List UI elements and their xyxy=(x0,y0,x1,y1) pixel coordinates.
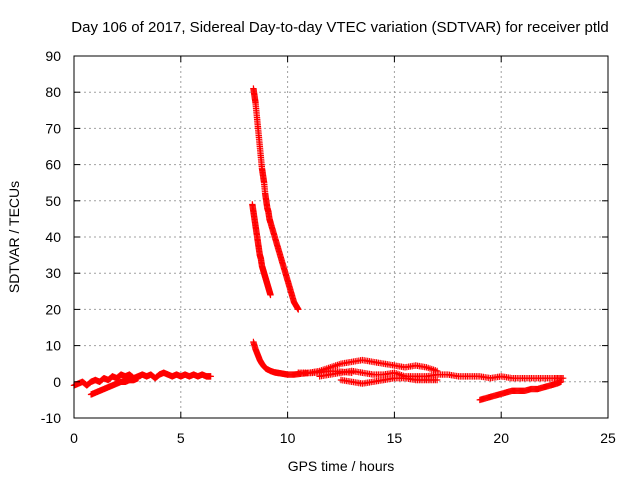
x-tick-label: 20 xyxy=(493,430,509,446)
y-tick-label: -10 xyxy=(41,410,61,426)
y-tick-label: 50 xyxy=(45,193,61,209)
y-tick-label: 20 xyxy=(45,301,61,317)
series-1 xyxy=(249,201,274,299)
x-tick-label: 0 xyxy=(70,430,78,446)
y-tick-label: 30 xyxy=(45,265,61,281)
series-0 xyxy=(250,85,302,313)
series-5 xyxy=(295,356,441,376)
series-4 xyxy=(87,374,142,398)
data-point xyxy=(267,291,274,299)
x-tick-label: 10 xyxy=(280,430,296,446)
y-tick-label: 40 xyxy=(45,229,61,245)
data-point xyxy=(295,306,302,313)
data-point xyxy=(433,376,441,384)
chart-title: Day 106 of 2017, Sidereal Day-to-day VTE… xyxy=(71,19,608,36)
x-tick-label: 25 xyxy=(600,430,616,446)
y-tick-label: 90 xyxy=(45,48,61,64)
data-point xyxy=(207,373,214,380)
data-point xyxy=(559,374,567,382)
data-points xyxy=(70,85,567,404)
y-tick-label: 70 xyxy=(45,120,61,136)
series-3 xyxy=(70,369,214,389)
data-point xyxy=(557,378,565,385)
axis-ticks: 0 5 10 15 20 25 -10 0 10 20 30 40 50 60 70 80 90 xyxy=(41,48,616,446)
y-tick-label: 0 xyxy=(53,374,61,390)
x-tick-label: 15 xyxy=(387,430,403,446)
x-axis-label: GPS time / hours xyxy=(288,458,395,474)
y-axis-label: SDTVAR / TECUs xyxy=(6,181,22,293)
y-tick-label: 60 xyxy=(45,157,61,173)
data-point xyxy=(134,374,142,382)
y-tick-label: 80 xyxy=(45,84,61,100)
x-tick-label: 5 xyxy=(177,430,185,446)
series-8 xyxy=(476,378,565,404)
series-7 xyxy=(337,374,441,387)
y-tick-label: 10 xyxy=(45,338,61,354)
